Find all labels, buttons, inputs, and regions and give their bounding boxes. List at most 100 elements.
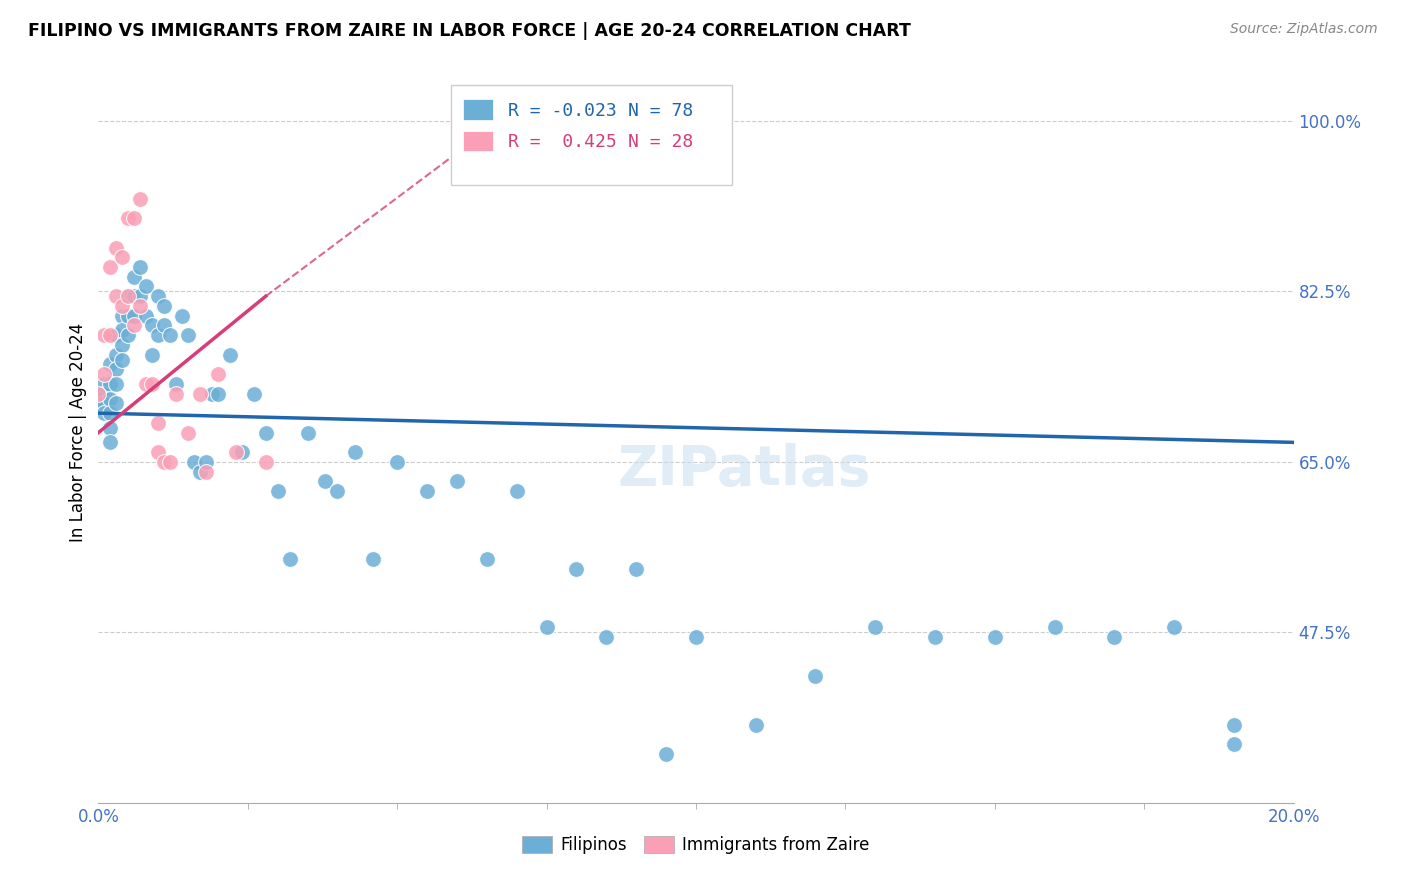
Point (1163, 620, 1185, 634)
Text: N = 78: N = 78 (628, 102, 693, 120)
FancyBboxPatch shape (463, 130, 494, 152)
Point (207, 386, 229, 401)
Point (141, 318, 163, 333)
Y-axis label: In Labor Force | Age 20-24: In Labor Force | Age 20-24 (69, 323, 87, 542)
Point (326, 484, 349, 499)
Text: Source: ZipAtlas.com: Source: ZipAtlas.com (1230, 22, 1378, 37)
Text: ZIPatlas: ZIPatlas (617, 442, 870, 497)
Point (105, 328, 128, 343)
Point (865, 620, 887, 634)
Point (685, 630, 707, 644)
Point (159, 455, 181, 469)
Point (98, 260, 122, 274)
Point (1223, 737, 1246, 751)
Point (153, 299, 176, 313)
Point (111, 250, 134, 264)
Point (254, 455, 277, 469)
Point (124, 318, 146, 333)
Point (148, 445, 170, 459)
Point (344, 445, 367, 459)
Point (267, 484, 290, 499)
FancyBboxPatch shape (451, 85, 733, 185)
Point (254, 425, 277, 440)
Point (297, 425, 319, 440)
Point (98, 406, 122, 420)
Point (148, 289, 170, 303)
Point (188, 465, 211, 479)
Point (201, 386, 224, 401)
Point (117, 289, 139, 303)
Point (117, 289, 139, 303)
Point (98, 435, 122, 450)
Point (98, 392, 122, 406)
Point (111, 338, 134, 352)
Point (506, 484, 529, 499)
Point (129, 260, 152, 274)
Point (93, 328, 115, 343)
Point (195, 455, 218, 469)
Point (153, 318, 176, 333)
Point (111, 309, 134, 323)
Point (148, 416, 170, 430)
Text: FILIPINO VS IMMIGRANTS FROM ZAIRE IN LABOR FORCE | AGE 20-24 CORRELATION CHART: FILIPINO VS IMMIGRANTS FROM ZAIRE IN LAB… (28, 22, 911, 40)
Point (446, 475, 468, 489)
Point (207, 367, 229, 381)
Point (87, 396, 110, 410)
Point (135, 279, 157, 293)
Point (93, 396, 115, 410)
Text: R = -0.023: R = -0.023 (509, 102, 617, 120)
Point (172, 309, 194, 323)
Point (363, 552, 385, 566)
Point (98, 358, 122, 372)
Point (165, 386, 187, 401)
Point (135, 309, 157, 323)
Point (98, 376, 122, 391)
Point (924, 630, 946, 644)
Point (124, 309, 146, 323)
Point (105, 348, 128, 362)
Point (117, 211, 139, 226)
Point (93, 376, 115, 391)
Point (219, 348, 242, 362)
Point (105, 362, 128, 376)
Point (141, 348, 163, 362)
Point (111, 299, 134, 313)
Point (243, 386, 266, 401)
Point (129, 192, 152, 206)
Point (105, 376, 128, 391)
Point (177, 425, 200, 440)
Point (385, 455, 409, 469)
Point (984, 630, 1007, 644)
Point (105, 396, 128, 410)
Point (595, 630, 617, 644)
Point (225, 445, 247, 459)
Point (87, 386, 110, 401)
Point (111, 323, 134, 337)
Point (159, 328, 181, 343)
Point (105, 289, 128, 303)
Point (98, 328, 122, 343)
Text: N = 28: N = 28 (628, 133, 693, 151)
Point (183, 455, 205, 469)
Point (148, 328, 170, 343)
Point (105, 240, 128, 255)
Point (278, 552, 301, 566)
Point (129, 289, 152, 303)
Point (536, 620, 558, 634)
Point (655, 747, 678, 761)
Point (565, 562, 588, 576)
Point (111, 352, 134, 367)
Point (804, 669, 827, 683)
Point (188, 386, 211, 401)
Point (475, 552, 498, 566)
Text: R =  0.425: R = 0.425 (509, 133, 617, 151)
Point (141, 376, 163, 391)
Point (315, 475, 337, 489)
Point (124, 289, 146, 303)
Point (1104, 630, 1126, 644)
Point (124, 211, 146, 226)
Point (135, 376, 157, 391)
Point (124, 269, 146, 284)
Point (231, 445, 253, 459)
FancyBboxPatch shape (463, 99, 494, 120)
